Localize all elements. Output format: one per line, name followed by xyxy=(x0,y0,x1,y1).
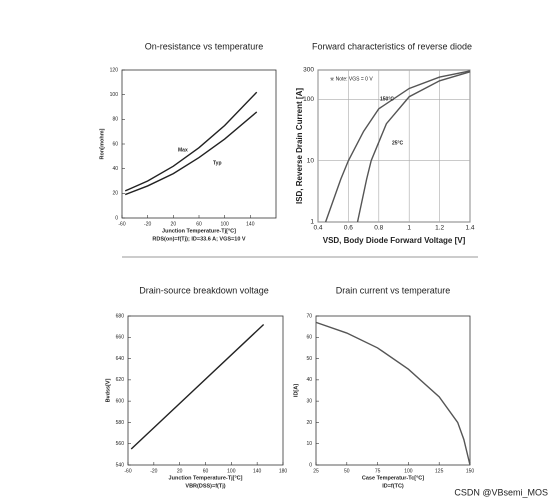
y-tick-label: 0 xyxy=(309,462,312,468)
y-tick-label: 10 xyxy=(307,157,315,164)
x-tick-label: -20 xyxy=(150,468,157,474)
x-tick-label: 150 xyxy=(466,468,475,474)
y-tick-label: 100 xyxy=(110,92,119,98)
y-axis-label: ID[A] xyxy=(293,384,299,397)
series-label: 25°C xyxy=(392,140,404,146)
x-tick-label: 75 xyxy=(375,468,381,474)
y-tick-label: 20 xyxy=(306,420,312,426)
y-tick-label: 580 xyxy=(116,420,125,426)
x-tick-label: 1 xyxy=(407,225,411,232)
x-tick-label: -20 xyxy=(144,221,151,227)
caption: VBR(DSS)=f(Tj) xyxy=(185,483,225,489)
y-tick-label: 640 xyxy=(116,356,125,362)
series-line xyxy=(324,70,471,223)
y-tick-label: 60 xyxy=(112,141,118,147)
y-tick-label: 540 xyxy=(116,462,125,468)
x-tick-label: 180 xyxy=(279,468,288,474)
y-tick-label: 100 xyxy=(303,96,314,103)
y-tick-label: 40 xyxy=(112,166,118,172)
x-tick-label: 50 xyxy=(344,468,350,474)
chart-title: On-resistance vs temperature xyxy=(145,41,264,51)
y-tick-label: 20 xyxy=(112,191,118,197)
series-label: Max xyxy=(178,147,188,153)
y-axis-label: Bvdss[V] xyxy=(105,378,111,402)
x-tick-label: -60 xyxy=(124,468,131,474)
x-axis-label: Junction Temperature-Tj[°C] xyxy=(162,228,236,234)
note: ※ Note: VGS = 0 V xyxy=(330,76,373,82)
caption: RDS(on)=f(Tj); ID=33.6 A; VGS=10 V xyxy=(152,236,245,242)
series-line xyxy=(124,111,258,196)
series-label: 150°C xyxy=(380,96,394,102)
x-tick-label: 125 xyxy=(435,468,444,474)
y-tick-label: 70 xyxy=(306,313,312,319)
x-axis-label: Case Temperatur-Tc[°C] xyxy=(362,475,424,481)
caption: ID=f(TC) xyxy=(382,483,404,489)
series-line xyxy=(130,324,265,450)
x-tick-label: 100 xyxy=(227,468,236,474)
y-tick-label: 0 xyxy=(115,215,118,221)
x-tick-label: -60 xyxy=(118,221,125,227)
y-tick-label: 60 xyxy=(306,335,312,341)
y-tick-label: 40 xyxy=(306,377,312,383)
y-tick-label: 50 xyxy=(306,356,312,362)
x-tick-label: 20 xyxy=(171,221,177,227)
x-tick-label: 0.4 xyxy=(313,225,322,232)
x-tick-label: 140 xyxy=(253,468,262,474)
x-tick-label: 100 xyxy=(220,221,229,227)
series-line xyxy=(124,91,258,192)
x-tick-label: 60 xyxy=(196,221,202,227)
y-tick-label: 80 xyxy=(112,117,118,123)
chart-title: Drain-source breakdown voltage xyxy=(139,285,269,295)
watermark: CSDN @VBsemi_MOS xyxy=(454,487,548,497)
plot-frame xyxy=(315,315,471,466)
y-tick-label: 560 xyxy=(116,441,125,447)
chart-title: Forward characteristics of reverse diode xyxy=(312,41,472,51)
y-tick-label: 120 xyxy=(110,67,119,73)
y-axis-label: Ron[mohm] xyxy=(99,128,105,159)
x-tick-label: 60 xyxy=(203,468,209,474)
y-tick-label: 620 xyxy=(116,377,125,383)
x-axis-label: Junction Temperature-Tj[°C] xyxy=(169,475,243,481)
series-line xyxy=(315,321,471,466)
y-tick-label: 10 xyxy=(306,441,312,447)
y-tick-label: 660 xyxy=(116,335,125,341)
chart-title: Drain current vs temperature xyxy=(336,285,451,295)
plot-frame xyxy=(121,69,277,219)
x-tick-label: 20 xyxy=(177,468,183,474)
plot-frame xyxy=(127,315,284,466)
series-line xyxy=(356,71,471,223)
x-tick-label: 1.2 xyxy=(435,225,444,232)
x-tick-label: 140 xyxy=(246,221,255,227)
x-tick-label: 25 xyxy=(313,468,319,474)
y-axis-label: ISD, Reverse Drain Current [A] xyxy=(295,88,304,204)
y-tick-label: 300 xyxy=(303,67,314,74)
x-axis-label: VSD, Body Diode Forward Voltage [V] xyxy=(323,236,466,245)
x-tick-label: 100 xyxy=(404,468,413,474)
x-tick-label: 1.4 xyxy=(465,225,474,232)
series-label: Typ xyxy=(213,160,222,166)
y-tick-label: 30 xyxy=(306,398,312,404)
y-tick-label: 680 xyxy=(116,313,125,319)
y-tick-label: 1 xyxy=(310,219,314,226)
x-tick-label: 0.8 xyxy=(374,225,383,232)
x-tick-label: 0.6 xyxy=(344,225,353,232)
y-tick-label: 600 xyxy=(116,398,125,404)
